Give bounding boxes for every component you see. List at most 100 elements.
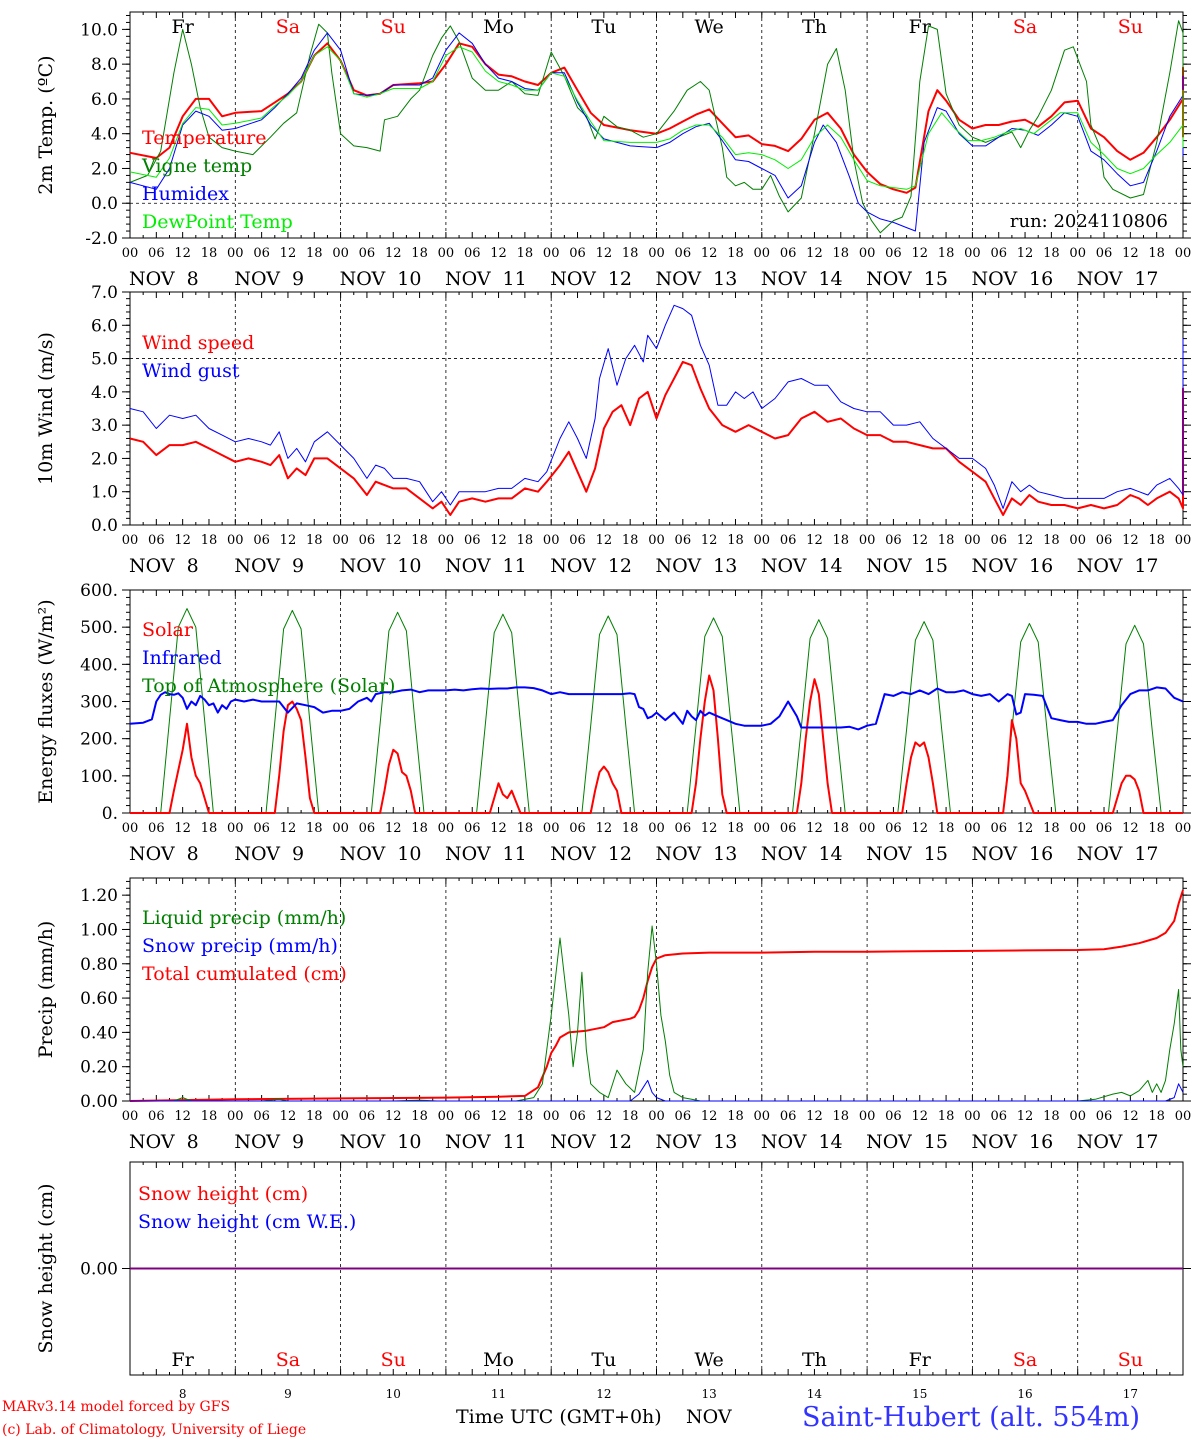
hour-tick-label: 18 (938, 1109, 955, 1124)
weekday-label: Su (1118, 1349, 1143, 1371)
hour-tick-label: 06 (675, 246, 692, 261)
hour-tick-label: 12 (385, 533, 402, 548)
hour-tick-label: 00 (648, 533, 665, 548)
y-tick-label: 2.0 (91, 159, 118, 179)
hour-tick-label: 12 (490, 1109, 507, 1124)
y-tick-label: 0. (102, 804, 118, 824)
hour-tick-label: 00 (648, 246, 665, 261)
hour-tick-label: 12 (174, 821, 191, 836)
month-label: NOV (550, 555, 596, 577)
hour-tick-label: 00 (964, 1109, 981, 1124)
hour-tick-label: 12 (596, 1109, 613, 1124)
hour-tick-label: 06 (148, 1109, 165, 1124)
month-label: NOV (129, 268, 175, 290)
hour-tick-label: 12 (701, 246, 718, 261)
month-label: NOV (340, 843, 386, 865)
hour-tick-label: 00 (754, 246, 771, 261)
day-number-label: 16 (1017, 1387, 1032, 1401)
day-label: 13 (713, 268, 737, 290)
day-label: 9 (292, 268, 304, 290)
hour-tick-label: 18 (727, 246, 744, 261)
month-label: NOV (971, 843, 1017, 865)
y-tick-label: 4.0 (91, 383, 118, 403)
hour-tick-label: 18 (833, 1109, 850, 1124)
hour-tick-label: 18 (411, 533, 428, 548)
hour-tick-label: 12 (701, 821, 718, 836)
legend-solar: Solar (142, 619, 194, 641)
legend-liquid-precip-mm-h-: Liquid precip (mm/h) (142, 907, 346, 929)
hour-tick-label: 12 (385, 246, 402, 261)
y-tick-label: 4.0 (91, 125, 118, 145)
hour-tick-label: 06 (1096, 821, 1113, 836)
month-label: NOV (656, 268, 702, 290)
y-tick-label: 2.0 (91, 449, 118, 469)
hour-tick-label: 06 (253, 821, 270, 836)
weekday-label: Fr (172, 1349, 195, 1371)
chart-panels: -2.0 0.0 2.0 4.0 6.0 8.0 10.0 2m Temp. (ºC) Temp… (35, 11, 1191, 1401)
y-tick-label: 0.40 (80, 1023, 118, 1043)
hour-tick-label: 06 (148, 821, 165, 836)
hour-tick-label: 00 (964, 821, 981, 836)
temperature-panel: -2.0 0.0 2.0 4.0 6.0 8.0 10.0 2m Temp. (ºC) Temp… (35, 11, 1191, 290)
hour-tick-label: 00 (122, 246, 139, 261)
month-label: NOV (445, 1131, 491, 1153)
hour-tick-label: 18 (411, 246, 428, 261)
hour-tick-label: 06 (464, 246, 481, 261)
hour-tick-label: 12 (911, 821, 928, 836)
hour-tick-label: 18 (833, 533, 850, 548)
day-label: 10 (397, 268, 421, 290)
day-label: 10 (397, 555, 421, 577)
y-tick-label: 500. (80, 618, 118, 638)
legend-wind-gust: Wind gust (142, 360, 240, 382)
energy-frame (129, 589, 1184, 814)
y-tick-label: 6.0 (91, 90, 118, 110)
month-label: NOV (340, 1131, 386, 1153)
hour-tick-label: 12 (596, 246, 613, 261)
hour-tick-label: 18 (306, 1109, 323, 1124)
day-label: 17 (1134, 555, 1158, 577)
day-label: 12 (608, 555, 632, 577)
hour-tick-label: 00 (122, 1109, 139, 1124)
hour-tick-label: 12 (806, 533, 823, 548)
hour-tick-label: 12 (1122, 1109, 1139, 1124)
hour-tick-label: 12 (911, 246, 928, 261)
month-label: NOV (656, 555, 702, 577)
y-tick-label: 0.0 (91, 516, 118, 536)
hour-tick-label: 00 (227, 246, 244, 261)
hour-tick-label: 00 (438, 821, 455, 836)
hour-tick-label: 06 (780, 821, 797, 836)
hour-tick-label: 06 (359, 533, 376, 548)
hour-tick-label: 12 (701, 533, 718, 548)
weekday-label: Tu (591, 1349, 616, 1371)
day-label: 14 (818, 555, 842, 577)
legend-humidex: Humidex (142, 183, 229, 205)
hour-tick-label: 12 (1017, 821, 1034, 836)
hour-tick-label: 12 (911, 533, 928, 548)
hour-tick-label: 12 (596, 821, 613, 836)
y-tick-label: 0.80 (80, 955, 118, 975)
wind-ylabel: 10m Wind (m/s) (35, 332, 57, 485)
month-label: NOV (445, 268, 491, 290)
weekday-label: Th (802, 1349, 827, 1371)
day-label: 16 (1029, 1131, 1053, 1153)
hour-tick-label: 00 (1069, 246, 1086, 261)
month-label: NOV (550, 843, 596, 865)
month-label: NOV (761, 1131, 807, 1153)
hour-tick-label: 06 (780, 533, 797, 548)
month-label: NOV (129, 843, 175, 865)
hour-tick-label: 12 (174, 533, 191, 548)
series-line-temperature (129, 42, 1184, 194)
hour-tick-label: 12 (174, 1109, 191, 1124)
hour-tick-label: 12 (280, 821, 297, 836)
legend-infrared: Infrared (142, 647, 222, 669)
day-label: 14 (818, 843, 842, 865)
hour-tick-label: 06 (1096, 533, 1113, 548)
hour-tick-label: 12 (490, 533, 507, 548)
weekday-label: Sa (1013, 1349, 1037, 1371)
month-label: NOV (550, 1131, 596, 1153)
weekday-label: We (695, 16, 724, 38)
y-tick-label: 0.00 (80, 1260, 118, 1280)
y-tick-label: 400. (80, 655, 118, 675)
month-label: NOV (445, 555, 491, 577)
